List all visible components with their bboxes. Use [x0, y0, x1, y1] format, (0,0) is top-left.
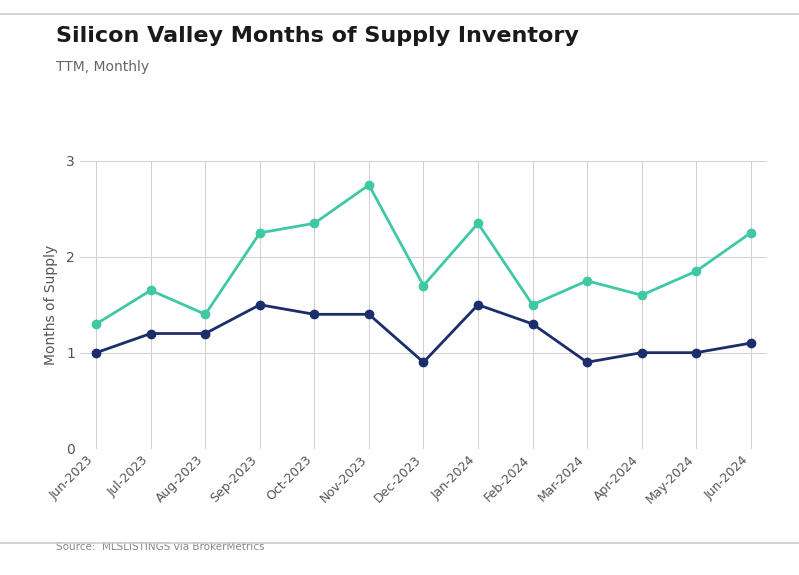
Single-Family Home [309, 311, 319, 318]
Single-Family Home [582, 359, 592, 366]
Condo [637, 292, 646, 298]
Single-Family Home [746, 340, 756, 347]
Line: Single-Family Home: Single-Family Home [92, 301, 755, 366]
Single-Family Home [419, 359, 428, 366]
Condo [309, 220, 319, 227]
Text: Silicon Valley Months of Supply Inventory: Silicon Valley Months of Supply Inventor… [56, 26, 578, 46]
Single-Family Home [528, 320, 538, 327]
Condo [528, 301, 538, 308]
Condo [255, 229, 264, 236]
Condo [419, 282, 428, 289]
Condo [582, 277, 592, 284]
Single-Family Home [364, 311, 374, 318]
Condo [691, 268, 701, 275]
Y-axis label: Months of Supply: Months of Supply [44, 244, 58, 365]
Text: TTM, Monthly: TTM, Monthly [56, 60, 149, 74]
Condo [146, 287, 156, 294]
Condo [364, 182, 374, 189]
Text: Source:  MLSLISTINGS via BrokerMetrics: Source: MLSLISTINGS via BrokerMetrics [56, 542, 264, 552]
Single-Family Home [146, 330, 156, 337]
Single-Family Home [473, 301, 483, 308]
Single-Family Home [91, 349, 101, 356]
Condo [473, 220, 483, 227]
Single-Family Home [201, 330, 210, 337]
Line: Condo: Condo [92, 181, 755, 328]
Condo [746, 229, 756, 236]
Single-Family Home [691, 349, 701, 356]
Condo [201, 311, 210, 318]
Condo [91, 320, 101, 327]
Single-Family Home [255, 301, 264, 308]
Single-Family Home [637, 349, 646, 356]
